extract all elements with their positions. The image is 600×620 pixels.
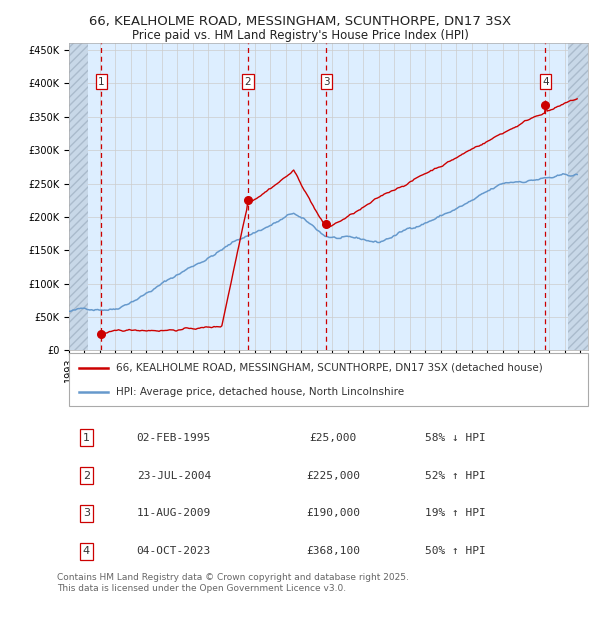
Text: 52% ↑ HPI: 52% ↑ HPI	[425, 471, 485, 480]
Bar	[568, 43, 588, 350]
Text: Price paid vs. HM Land Registry's House Price Index (HPI): Price paid vs. HM Land Registry's House …	[131, 30, 469, 42]
Bar	[69, 43, 88, 350]
Text: 3: 3	[323, 77, 329, 87]
Text: 4: 4	[83, 546, 90, 556]
Text: 02-FEB-1995: 02-FEB-1995	[137, 433, 211, 443]
Text: 2: 2	[83, 471, 90, 480]
Text: 4: 4	[542, 77, 549, 87]
Text: Contains HM Land Registry data © Crown copyright and database right 2025.
This d: Contains HM Land Registry data © Crown c…	[57, 574, 409, 593]
Text: £190,000: £190,000	[306, 508, 360, 518]
Text: 3: 3	[83, 508, 90, 518]
Text: 50% ↑ HPI: 50% ↑ HPI	[425, 546, 485, 556]
Text: 23-JUL-2004: 23-JUL-2004	[137, 471, 211, 480]
Text: 11-AUG-2009: 11-AUG-2009	[137, 508, 211, 518]
FancyBboxPatch shape	[69, 353, 588, 406]
Text: £25,000: £25,000	[310, 433, 357, 443]
Text: 58% ↓ HPI: 58% ↓ HPI	[425, 433, 485, 443]
Text: 66, KEALHOLME ROAD, MESSINGHAM, SCUNTHORPE, DN17 3SX: 66, KEALHOLME ROAD, MESSINGHAM, SCUNTHOR…	[89, 16, 511, 28]
Text: 1: 1	[83, 433, 90, 443]
Text: 19% ↑ HPI: 19% ↑ HPI	[425, 508, 485, 518]
Text: 1: 1	[98, 77, 104, 87]
Text: HPI: Average price, detached house, North Lincolnshire: HPI: Average price, detached house, Nort…	[116, 387, 404, 397]
Text: 2: 2	[245, 77, 251, 87]
Text: £225,000: £225,000	[306, 471, 360, 480]
Text: 04-OCT-2023: 04-OCT-2023	[137, 546, 211, 556]
Text: 66, KEALHOLME ROAD, MESSINGHAM, SCUNTHORPE, DN17 3SX (detached house): 66, KEALHOLME ROAD, MESSINGHAM, SCUNTHOR…	[116, 363, 542, 373]
Text: £368,100: £368,100	[306, 546, 360, 556]
